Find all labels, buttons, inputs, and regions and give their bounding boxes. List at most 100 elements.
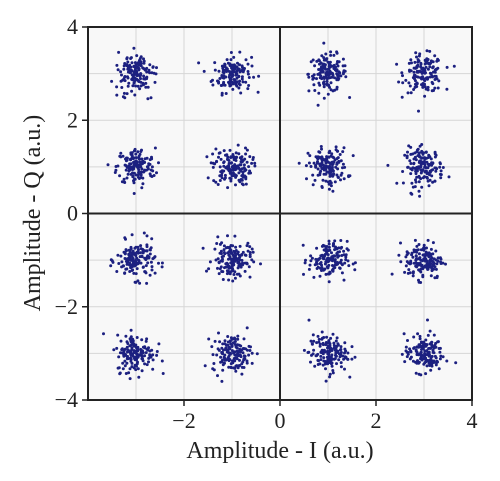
constellation-point <box>427 352 431 355</box>
constellation-point <box>232 165 236 169</box>
constellation-point <box>337 352 341 356</box>
constellation-point <box>423 71 427 75</box>
constellation-point <box>424 259 427 263</box>
constellation-point <box>234 183 237 187</box>
constellation-point <box>145 281 149 285</box>
constellation-point <box>441 166 445 169</box>
constellation-point <box>115 85 119 89</box>
constellation-point <box>416 63 420 67</box>
constellation-point <box>313 89 317 92</box>
constellation-point <box>247 353 251 357</box>
constellation-point <box>230 359 234 363</box>
constellation-point <box>320 147 323 151</box>
constellation-point <box>412 162 416 166</box>
constellation-point <box>122 91 126 95</box>
constellation-point <box>404 78 408 82</box>
constellation-point <box>407 261 411 265</box>
constellation-point <box>149 96 153 100</box>
constellation-point <box>397 253 401 257</box>
constellation-point <box>137 261 141 265</box>
constellation-point <box>244 80 248 84</box>
constellation-point <box>353 268 357 272</box>
constellation-point <box>217 155 220 159</box>
constellation-point <box>426 85 430 89</box>
constellation-point <box>320 336 324 340</box>
constellation-point <box>319 354 323 358</box>
constellation-point <box>126 75 129 79</box>
constellation-point <box>418 194 422 198</box>
constellation-point <box>211 165 215 169</box>
constellation-point <box>433 68 437 72</box>
constellation-point <box>312 161 316 165</box>
constellation-point <box>252 260 256 264</box>
constellation-point <box>145 66 149 70</box>
constellation-point <box>405 355 409 359</box>
constellation-point <box>216 257 220 261</box>
constellation-point <box>150 265 154 269</box>
constellation-point <box>433 70 437 74</box>
constellation-point <box>425 160 429 164</box>
constellation-point <box>307 89 311 93</box>
constellation-point <box>226 186 230 190</box>
constellation-point <box>415 55 418 59</box>
constellation-point <box>428 49 432 53</box>
constellation-point <box>217 272 221 276</box>
constellation-point <box>327 242 331 246</box>
constellation-point <box>318 72 321 76</box>
constellation-point <box>122 77 126 81</box>
constellation-point <box>148 248 152 252</box>
constellation-point <box>228 170 232 174</box>
constellation-point <box>214 258 218 262</box>
constellation-point <box>220 351 224 354</box>
constellation-point <box>134 152 138 156</box>
constellation-point <box>339 178 342 182</box>
constellation-point <box>115 63 119 67</box>
constellation-point <box>222 248 226 252</box>
constellation-point <box>425 343 429 347</box>
constellation-point <box>438 165 442 169</box>
constellation-point <box>417 372 421 376</box>
constellation-point <box>125 361 129 365</box>
constellation-point <box>406 352 410 356</box>
constellation-point <box>219 265 223 269</box>
constellation-point <box>410 168 414 172</box>
constellation-point <box>405 253 409 257</box>
constellation-point <box>330 258 334 262</box>
constellation-point <box>242 366 246 369</box>
constellation-point <box>316 334 320 338</box>
constellation-point <box>325 82 329 86</box>
constellation-point <box>306 72 310 76</box>
constellation-point <box>237 152 241 156</box>
constellation-point <box>147 163 151 167</box>
constellation-point <box>395 62 399 66</box>
constellation-point <box>333 180 337 184</box>
constellation-point <box>412 261 416 265</box>
constellation-point <box>161 372 165 375</box>
constellation-point <box>426 238 430 242</box>
constellation-point <box>418 269 422 272</box>
constellation-point <box>243 169 247 173</box>
constellation-point <box>151 367 155 371</box>
constellation-point <box>429 368 433 372</box>
constellation-point <box>123 257 127 260</box>
constellation-point <box>322 268 325 272</box>
constellation-point <box>322 164 326 168</box>
constellation-point <box>431 75 434 79</box>
constellation-point <box>226 340 230 344</box>
constellation-point <box>430 89 434 93</box>
constellation-point <box>247 165 251 169</box>
constellation-point <box>445 359 449 363</box>
constellation-point <box>405 250 409 254</box>
constellation-point <box>328 355 332 359</box>
constellation-point <box>333 239 337 243</box>
constellation-point <box>409 172 413 176</box>
constellation-point <box>241 175 245 179</box>
constellation-point <box>401 74 404 78</box>
constellation-point <box>403 270 407 274</box>
constellation-point <box>145 256 149 260</box>
constellation-point <box>416 147 420 151</box>
constellation-point <box>140 369 144 373</box>
constellation-point <box>413 60 417 64</box>
constellation-point <box>129 356 133 360</box>
constellation-point <box>113 171 117 174</box>
